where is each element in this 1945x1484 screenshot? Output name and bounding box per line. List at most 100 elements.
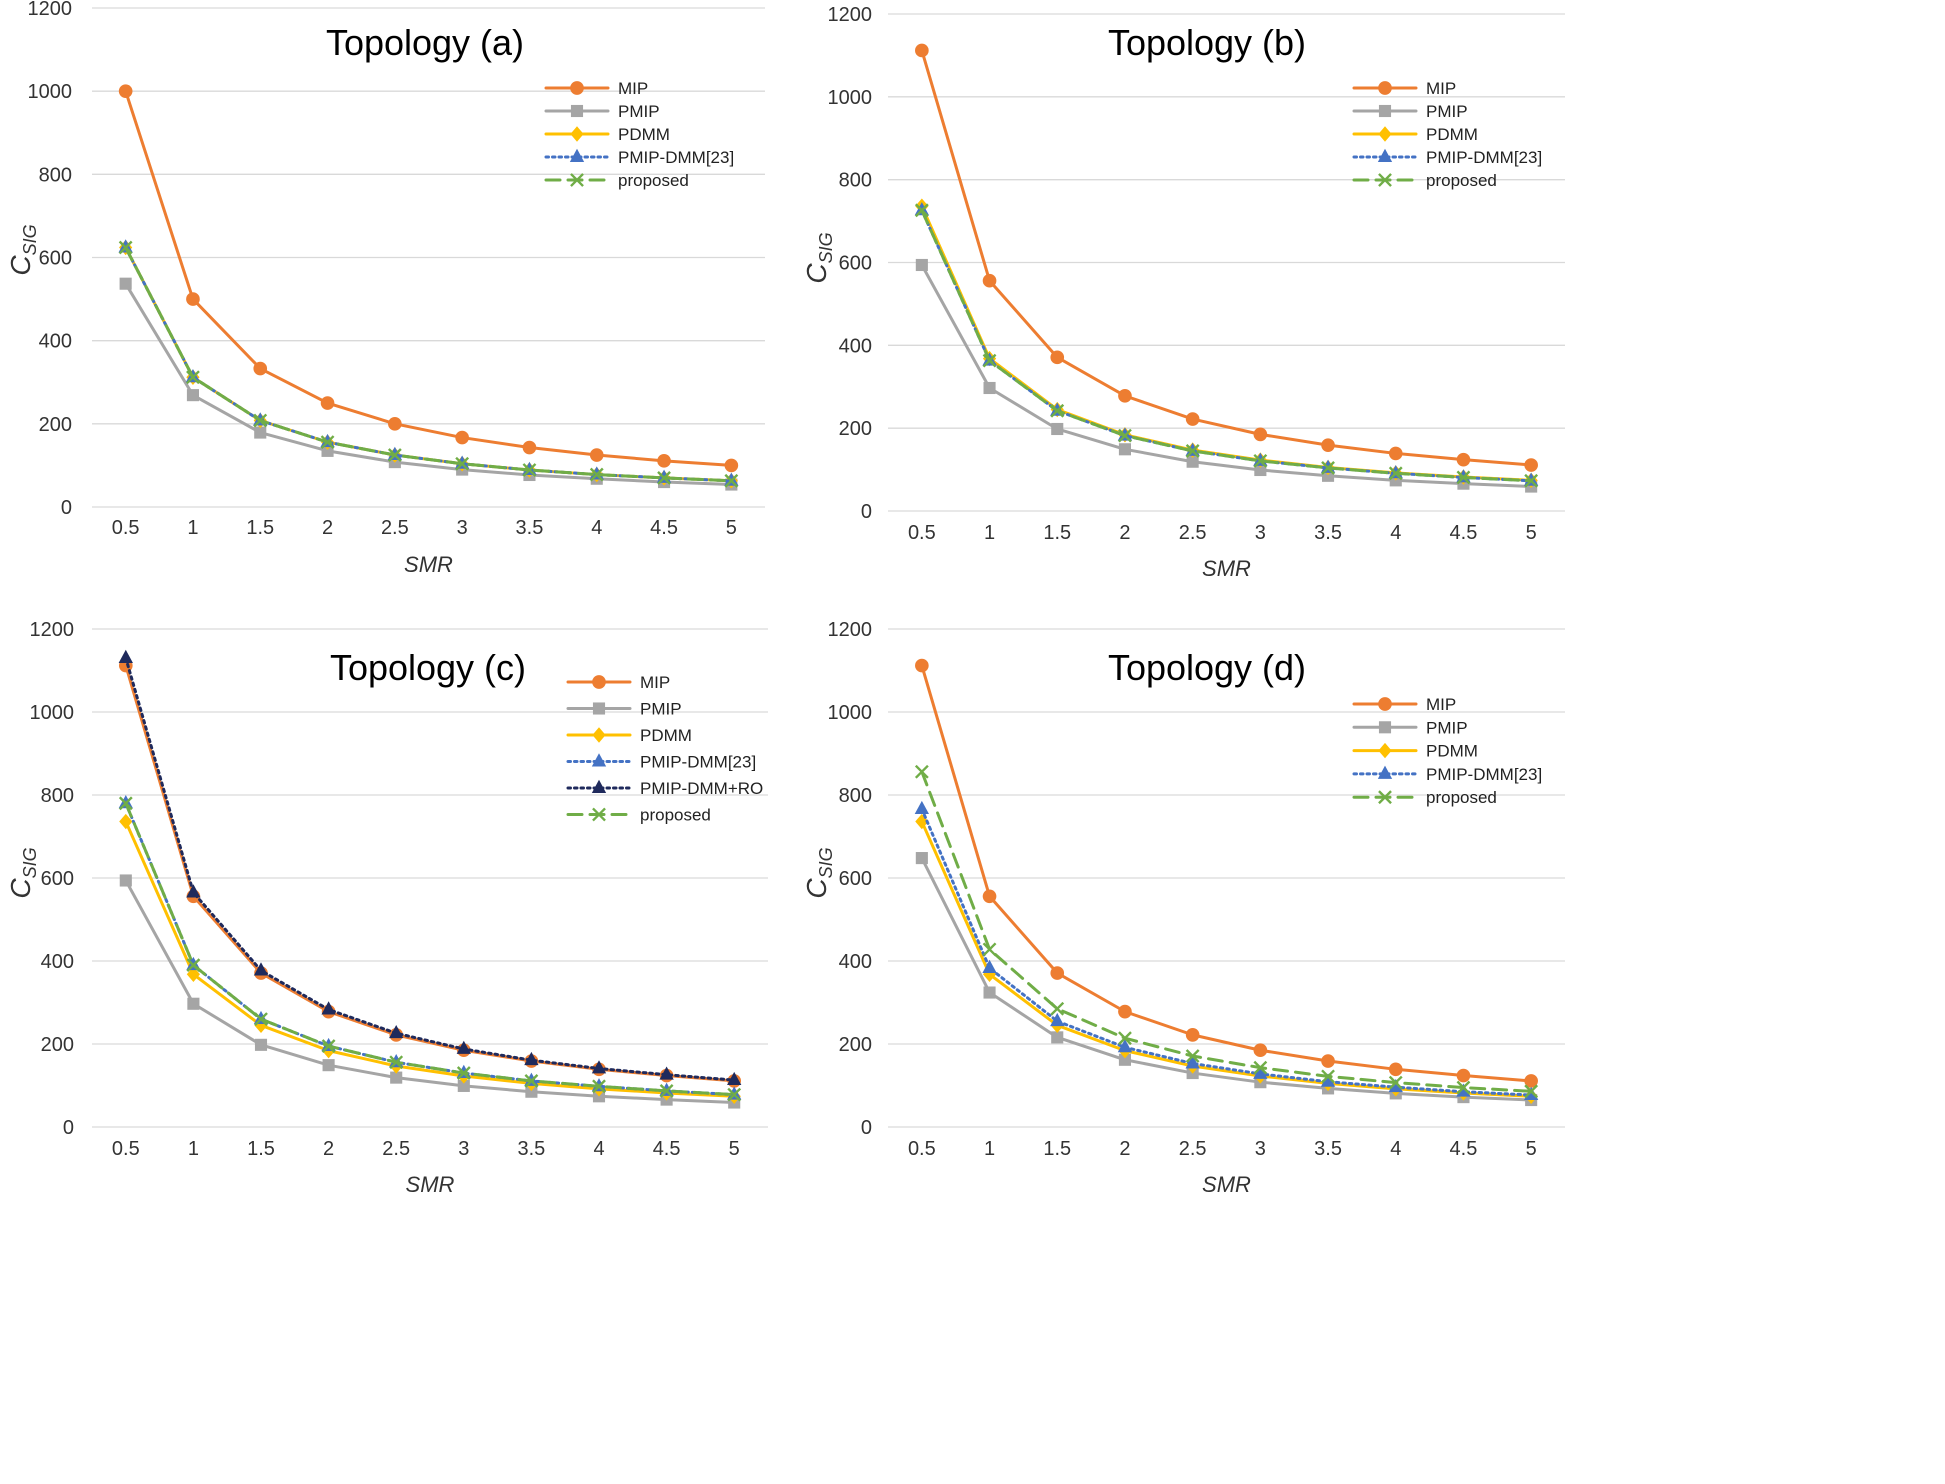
- data-point: [591, 1060, 607, 1074]
- series-line: [920, 770, 1533, 1093]
- y-axis-title: CSIG: [5, 847, 40, 898]
- x-tick-label: 0.5: [112, 1138, 140, 1160]
- series-pdmm: [915, 813, 1538, 1104]
- x-tick-label: 3: [1255, 1138, 1266, 1160]
- legend-swatch-marker-b: [1378, 173, 1392, 187]
- data-point: [119, 813, 133, 830]
- x-tick-label: 1: [984, 522, 995, 544]
- data-point: [1186, 455, 1199, 468]
- x-tick-label: 1.5: [247, 1138, 275, 1160]
- y-tick-label: 400: [839, 335, 872, 357]
- data-point-b: [589, 467, 604, 482]
- x-tick-label: 4.5: [1450, 522, 1478, 544]
- data-point-b: [727, 1087, 742, 1102]
- data-point: [1321, 438, 1335, 452]
- data-point: [389, 1024, 404, 1039]
- data-point: [457, 1079, 470, 1092]
- legend-item: proposed: [566, 806, 711, 825]
- data-point: [1321, 461, 1335, 475]
- data-point: [253, 361, 268, 376]
- data-point: [253, 413, 268, 428]
- y-tick-label: 400: [41, 951, 74, 973]
- data-point: [1118, 389, 1132, 403]
- data-point: [118, 84, 133, 98]
- y-tick-label: 600: [839, 253, 872, 275]
- legend-label: proposed: [1426, 788, 1497, 807]
- x-tick-label: 4: [593, 1138, 604, 1160]
- x-tick-label: 4: [1390, 522, 1401, 544]
- y-axis-title-main: C: [5, 255, 36, 276]
- data-point-b: [1253, 453, 1268, 468]
- series-line: [920, 263, 1533, 489]
- x-tick-label: 2.5: [1179, 522, 1207, 544]
- legend-swatch-marker: [1378, 790, 1392, 805]
- x-axis-title: SMR: [404, 552, 453, 577]
- chart-panel-1: 0 200 400 600 800 1000 1200 0.5 1 1.5 2 2.5 3 3.5 4 4.5…: [5, 0, 765, 577]
- data-point: [1118, 1053, 1131, 1066]
- series-line: [920, 48, 1533, 467]
- y-tick-label: 1200: [28, 0, 73, 20]
- y-axis-title-subscript: SIG: [816, 232, 836, 263]
- data-point: [915, 852, 928, 865]
- data-point: [982, 273, 997, 288]
- data-point: [186, 370, 200, 385]
- legend-label: PDMM: [1426, 742, 1478, 761]
- x-tick-label: 5: [1526, 522, 1537, 544]
- data-point: [456, 1066, 471, 1080]
- legend-swatch-marker: [1378, 126, 1392, 142]
- data-point-b: [1524, 1084, 1539, 1099]
- data-point: [524, 1051, 539, 1066]
- y-axis-title-subscript: SIG: [20, 847, 40, 878]
- series-mip: [118, 84, 739, 473]
- legend-swatch-marker: [1378, 697, 1392, 711]
- series-pdmm: [119, 239, 738, 489]
- series-line: [920, 807, 1533, 1097]
- data-point: [724, 473, 739, 488]
- legend: MIP PMIP PDMM PMIP-DMM[23] proposed: [1352, 695, 1542, 807]
- x-tick-label: 1: [984, 1138, 995, 1160]
- legend-swatch-marker: [1378, 104, 1392, 118]
- series-mip: [915, 43, 1538, 472]
- series-line: [920, 208, 1533, 483]
- series-pmip-dmm-23-: [914, 800, 1539, 1100]
- legend-item: MIP: [1352, 695, 1456, 714]
- series-proposed: [914, 203, 1539, 488]
- data-point: [727, 1071, 742, 1086]
- series-mip: [915, 658, 1538, 1088]
- data-point: [1050, 1012, 1065, 1027]
- y-tick-label: 1200: [828, 4, 873, 26]
- legend-item: PMIP: [1352, 102, 1468, 121]
- data-point: [186, 389, 199, 402]
- data-point: [1185, 1055, 1200, 1069]
- x-tick-label: 3: [1255, 522, 1266, 544]
- legend-label: PDMM: [640, 726, 692, 745]
- data-point: [254, 1012, 268, 1026]
- series-line: [124, 89, 733, 467]
- data-point-b: [1050, 1001, 1065, 1016]
- x-tick-label: 0.5: [908, 522, 936, 544]
- x-tick-label: 0.5: [112, 517, 140, 539]
- legend-item: PDMM: [544, 125, 670, 144]
- data-point: [915, 658, 929, 673]
- data-point: [1254, 463, 1267, 477]
- y-tick-label: 200: [39, 414, 72, 436]
- legend-label: PMIP-DMM[23]: [618, 148, 734, 167]
- y-axis-title-subscript: SIG: [20, 224, 40, 255]
- data-point: [657, 470, 671, 485]
- legend-item: PDMM: [566, 726, 692, 745]
- legend-label: PMIP-DMM+RO: [640, 779, 763, 798]
- data-point-b: [1050, 403, 1065, 418]
- series-proposed: [118, 796, 742, 1102]
- y-axis-title: CSIG: [801, 232, 836, 283]
- data-point-b: [592, 1079, 606, 1094]
- legend-swatch-marker: [570, 104, 584, 118]
- legend-swatch-marker-b: [1378, 790, 1392, 805]
- data-point: [1051, 422, 1064, 436]
- data-point: [1388, 466, 1403, 481]
- data-point: [1253, 453, 1268, 468]
- series-line: [124, 282, 733, 487]
- y-tick-label: 400: [39, 331, 72, 353]
- x-tick-label: 2.5: [1179, 1138, 1207, 1160]
- x-tick-label: 3.5: [1314, 522, 1342, 544]
- x-axis-title: SMR: [406, 1172, 455, 1197]
